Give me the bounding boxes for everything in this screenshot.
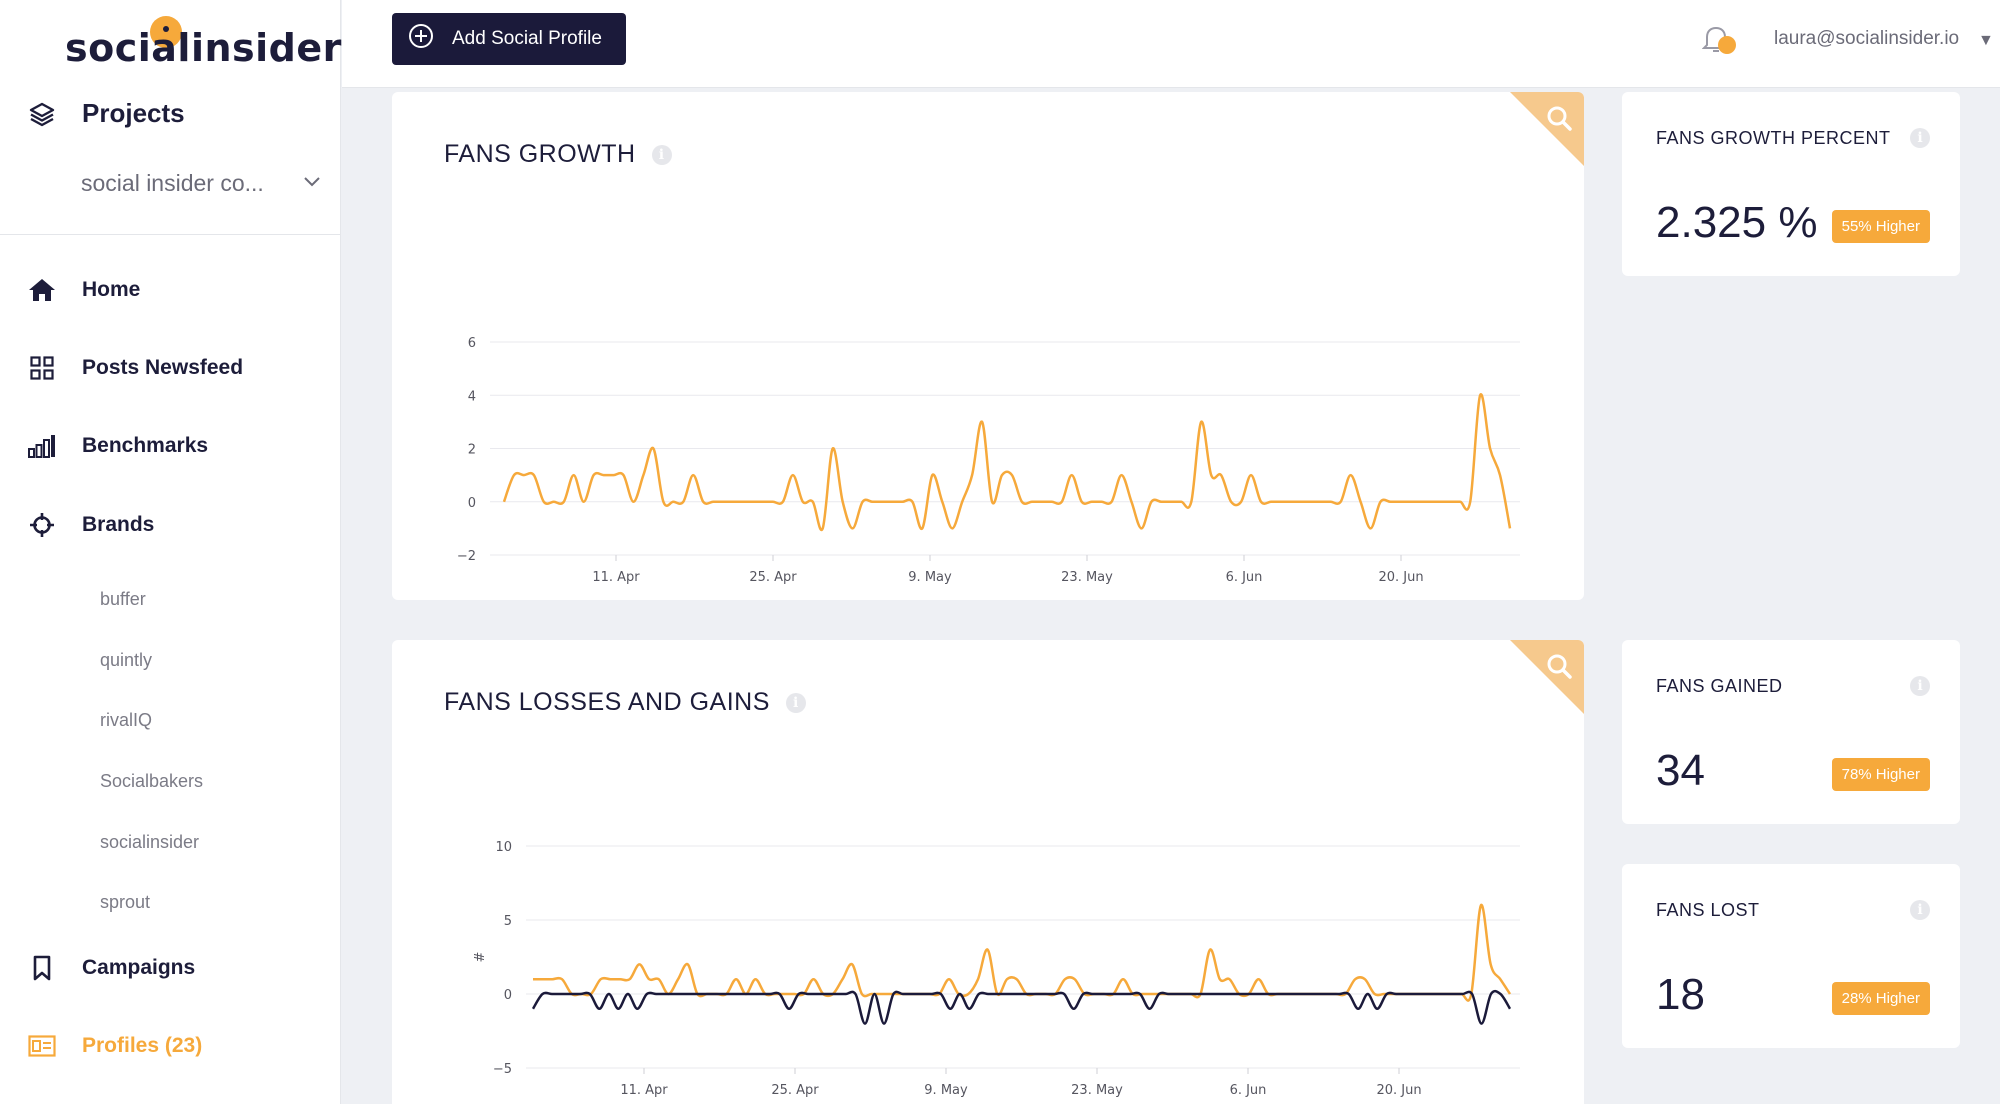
y-tick-label: 4: [468, 389, 476, 404]
y-tick-label: 0: [504, 988, 512, 1003]
brand-item-buffer[interactable]: buffer: [100, 589, 146, 609]
sidebar-item-benchmarks[interactable]: Benchmarks: [28, 432, 208, 460]
layers-icon: [28, 100, 56, 128]
bar-chart-icon: [28, 432, 56, 460]
sidebar-item-posts-newsfeed[interactable]: Posts Newsfeed: [28, 354, 243, 382]
comparison-badge: 55% Higher: [1831, 210, 1930, 243]
fans-growth-card: FANS GROWTH i −2 0 2 4 6 11. Apr 25. Apr 9. May…: [392, 92, 1584, 600]
fans-growth-chart: −2 0 2 4 6 11. Apr 25. Apr 9. May 23. May 6. Jun 2…: [457, 336, 1520, 585]
sidebar-divider: [0, 234, 341, 235]
profile-card-icon: [28, 1032, 56, 1060]
zoom-corner-icon[interactable]: [1510, 92, 1584, 166]
sidebar-item-label: Campaigns: [82, 956, 196, 979]
y-tick-label: 6: [468, 336, 476, 351]
sidebar: socialinsider Projects social insider co…: [0, 0, 341, 1104]
fans-growth-title: FANS GROWTH i: [444, 140, 672, 169]
brand-item-quintly[interactable]: quintly: [100, 650, 153, 670]
comparison-badge: 78% Higher: [1831, 758, 1930, 791]
stat-title: FANS GROWTH PERCENT: [1656, 128, 1891, 148]
stat-title: FANS LOST: [1656, 900, 1760, 920]
y-tick-label: 0: [468, 496, 476, 511]
fans-growth-percent-card: FANS GROWTH PERCENT i 2.325 % 55% Higher: [1622, 92, 1960, 276]
user-email[interactable]: laura@socialinsider.io: [1774, 28, 1960, 49]
projects-label: Projects: [82, 98, 185, 128]
stat-value: 2.325 %: [1656, 198, 1818, 247]
stat-value: 34: [1656, 746, 1705, 795]
x-tick-label: 25. Apr: [749, 570, 797, 585]
brand-item-rivaliq[interactable]: rivalIQ: [100, 710, 153, 730]
crosshair-icon: [28, 511, 56, 539]
brand-item-sprout[interactable]: sprout: [100, 892, 151, 912]
x-tick-label: 6. Jun: [1230, 1083, 1267, 1098]
sidebar-item-label: Posts Newsfeed: [82, 356, 244, 379]
sidebar-item-brands[interactable]: Brands: [28, 511, 154, 539]
x-tick-label: 9. May: [908, 570, 952, 585]
x-tick-label: 9. May: [924, 1083, 968, 1098]
fans-losses-gains-card: FANS LOSSES AND GAINS i −5 0 5 10 #11. Apr 25…: [392, 640, 1584, 1104]
top-bar: Add Social Profile laura@socialinsider.i…: [342, 0, 2000, 88]
x-tick-label: 20. Jun: [1378, 570, 1423, 585]
x-tick-label: 23. May: [1061, 570, 1113, 585]
sidebar-item-label: Profiles (23): [82, 1034, 203, 1057]
info-icon[interactable]: i: [1910, 900, 1930, 920]
x-tick-label: 11. Apr: [620, 1083, 668, 1098]
bookmark-icon: [28, 954, 56, 982]
chart-title: FANS GROWTH: [444, 140, 636, 168]
fans-gained-card: FANS GAINED i 34 78% Higher: [1622, 640, 1960, 824]
zoom-corner-icon[interactable]: [1510, 640, 1584, 714]
info-icon[interactable]: i: [1910, 128, 1930, 148]
stat-title: FANS GAINED: [1656, 676, 1783, 696]
fans-losses-gains-title: FANS LOSSES AND GAINS i: [444, 688, 806, 717]
logo[interactable]: socialinsider: [65, 26, 342, 70]
y-tick-label: 5: [504, 914, 512, 929]
caret-down-icon[interactable]: ▼: [1978, 32, 1994, 49]
sidebar-item-profiles[interactable]: Profiles (23): [28, 1032, 202, 1060]
brand-item-socialbakers[interactable]: Socialbakers: [100, 771, 204, 791]
sidebar-item-label: Benchmarks: [82, 434, 209, 457]
chevron-down-icon: [303, 175, 321, 193]
stat-value: 18: [1656, 970, 1705, 1019]
x-tick-label: 25. Apr: [771, 1083, 819, 1098]
grid-icon: [28, 354, 56, 382]
brand-item-socialinsider[interactable]: socialinsider: [100, 832, 200, 852]
notification-dot: [1718, 36, 1736, 54]
add-social-profile-label: Add Social Profile: [452, 28, 602, 49]
sidebar-item-label: Home: [82, 278, 141, 301]
y-axis-label: #: [473, 952, 488, 963]
series-line: [531, 989, 1512, 1025]
x-tick-label: 6. Jun: [1226, 570, 1263, 585]
info-icon[interactable]: i: [785, 692, 806, 713]
y-tick-label: 10: [495, 840, 512, 855]
sidebar-item-home[interactable]: Home: [28, 276, 140, 304]
plus-circle-icon: [408, 23, 434, 55]
info-icon[interactable]: i: [651, 144, 672, 165]
projects-header: Projects: [28, 98, 185, 129]
info-icon[interactable]: i: [1910, 676, 1930, 696]
x-tick-label: 20. Jun: [1376, 1083, 1421, 1098]
sidebar-item-campaigns[interactable]: Campaigns: [28, 954, 195, 982]
fans-losses-gains-chart: −5 0 5 10 #11. Apr 25. Apr 9. May 23. May 6. Jun…: [473, 840, 1520, 1098]
add-social-profile-button[interactable]: Add Social Profile: [392, 13, 626, 65]
home-icon: [28, 276, 56, 304]
y-tick-label: −5: [493, 1062, 512, 1077]
x-tick-label: 23. May: [1071, 1083, 1123, 1098]
logo-dot-icon: [150, 16, 182, 48]
project-select[interactable]: social insider co...: [81, 170, 321, 197]
project-select-value: social insider co...: [81, 170, 264, 196]
series-line: [533, 903, 1512, 1002]
sidebar-item-label: Brands: [82, 513, 155, 536]
chart-title: FANS LOSSES AND GAINS: [444, 688, 770, 716]
fans-lost-card: FANS LOST i 18 28% Higher: [1622, 864, 1960, 1048]
x-tick-label: 11. Apr: [592, 570, 640, 585]
y-tick-label: −2: [457, 549, 476, 564]
series-line: [502, 393, 1512, 532]
comparison-badge: 28% Higher: [1831, 982, 1930, 1015]
y-tick-label: 2: [468, 443, 476, 458]
